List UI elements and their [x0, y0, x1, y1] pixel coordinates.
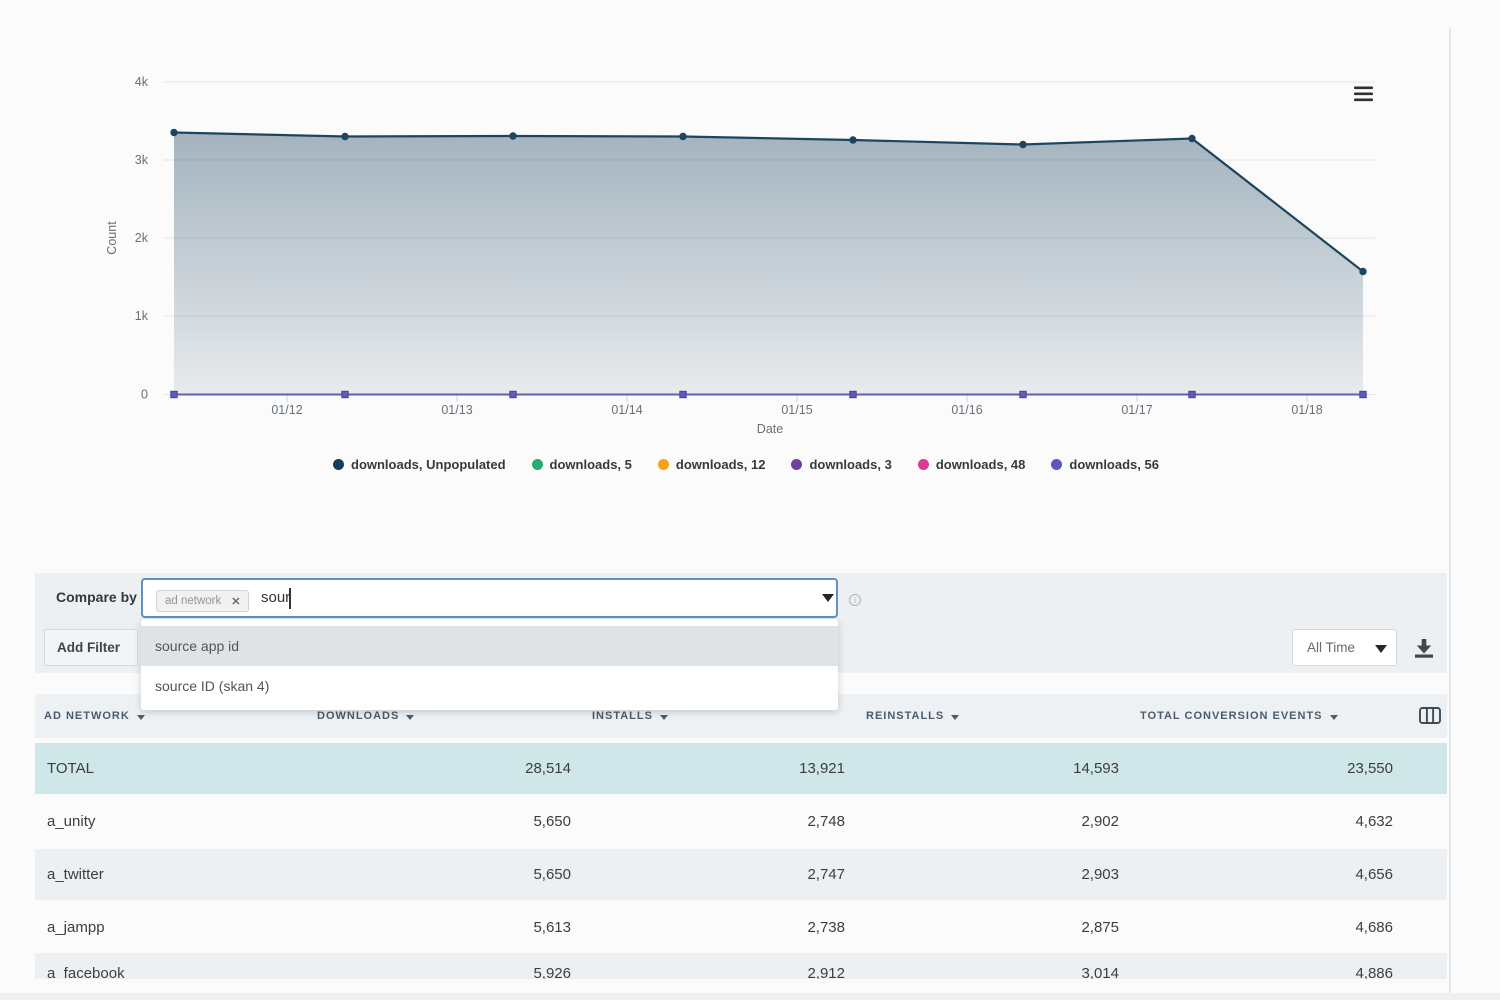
svg-text:01/14: 01/14	[611, 403, 642, 417]
svg-text:01/15: 01/15	[781, 403, 812, 417]
svg-text:Date: Date	[757, 422, 783, 436]
svg-text:0: 0	[141, 388, 148, 402]
svg-text:2k: 2k	[135, 231, 149, 245]
svg-text:01/16: 01/16	[951, 403, 982, 417]
svg-text:01/17: 01/17	[1121, 403, 1152, 417]
svg-text:01/18: 01/18	[1291, 403, 1322, 417]
svg-text:3k: 3k	[135, 153, 149, 167]
svg-text:Count: Count	[105, 221, 119, 255]
svg-text:01/13: 01/13	[441, 403, 472, 417]
svg-text:01/12: 01/12	[271, 403, 302, 417]
svg-text:4k: 4k	[135, 75, 149, 89]
svg-text:1k: 1k	[135, 309, 149, 323]
